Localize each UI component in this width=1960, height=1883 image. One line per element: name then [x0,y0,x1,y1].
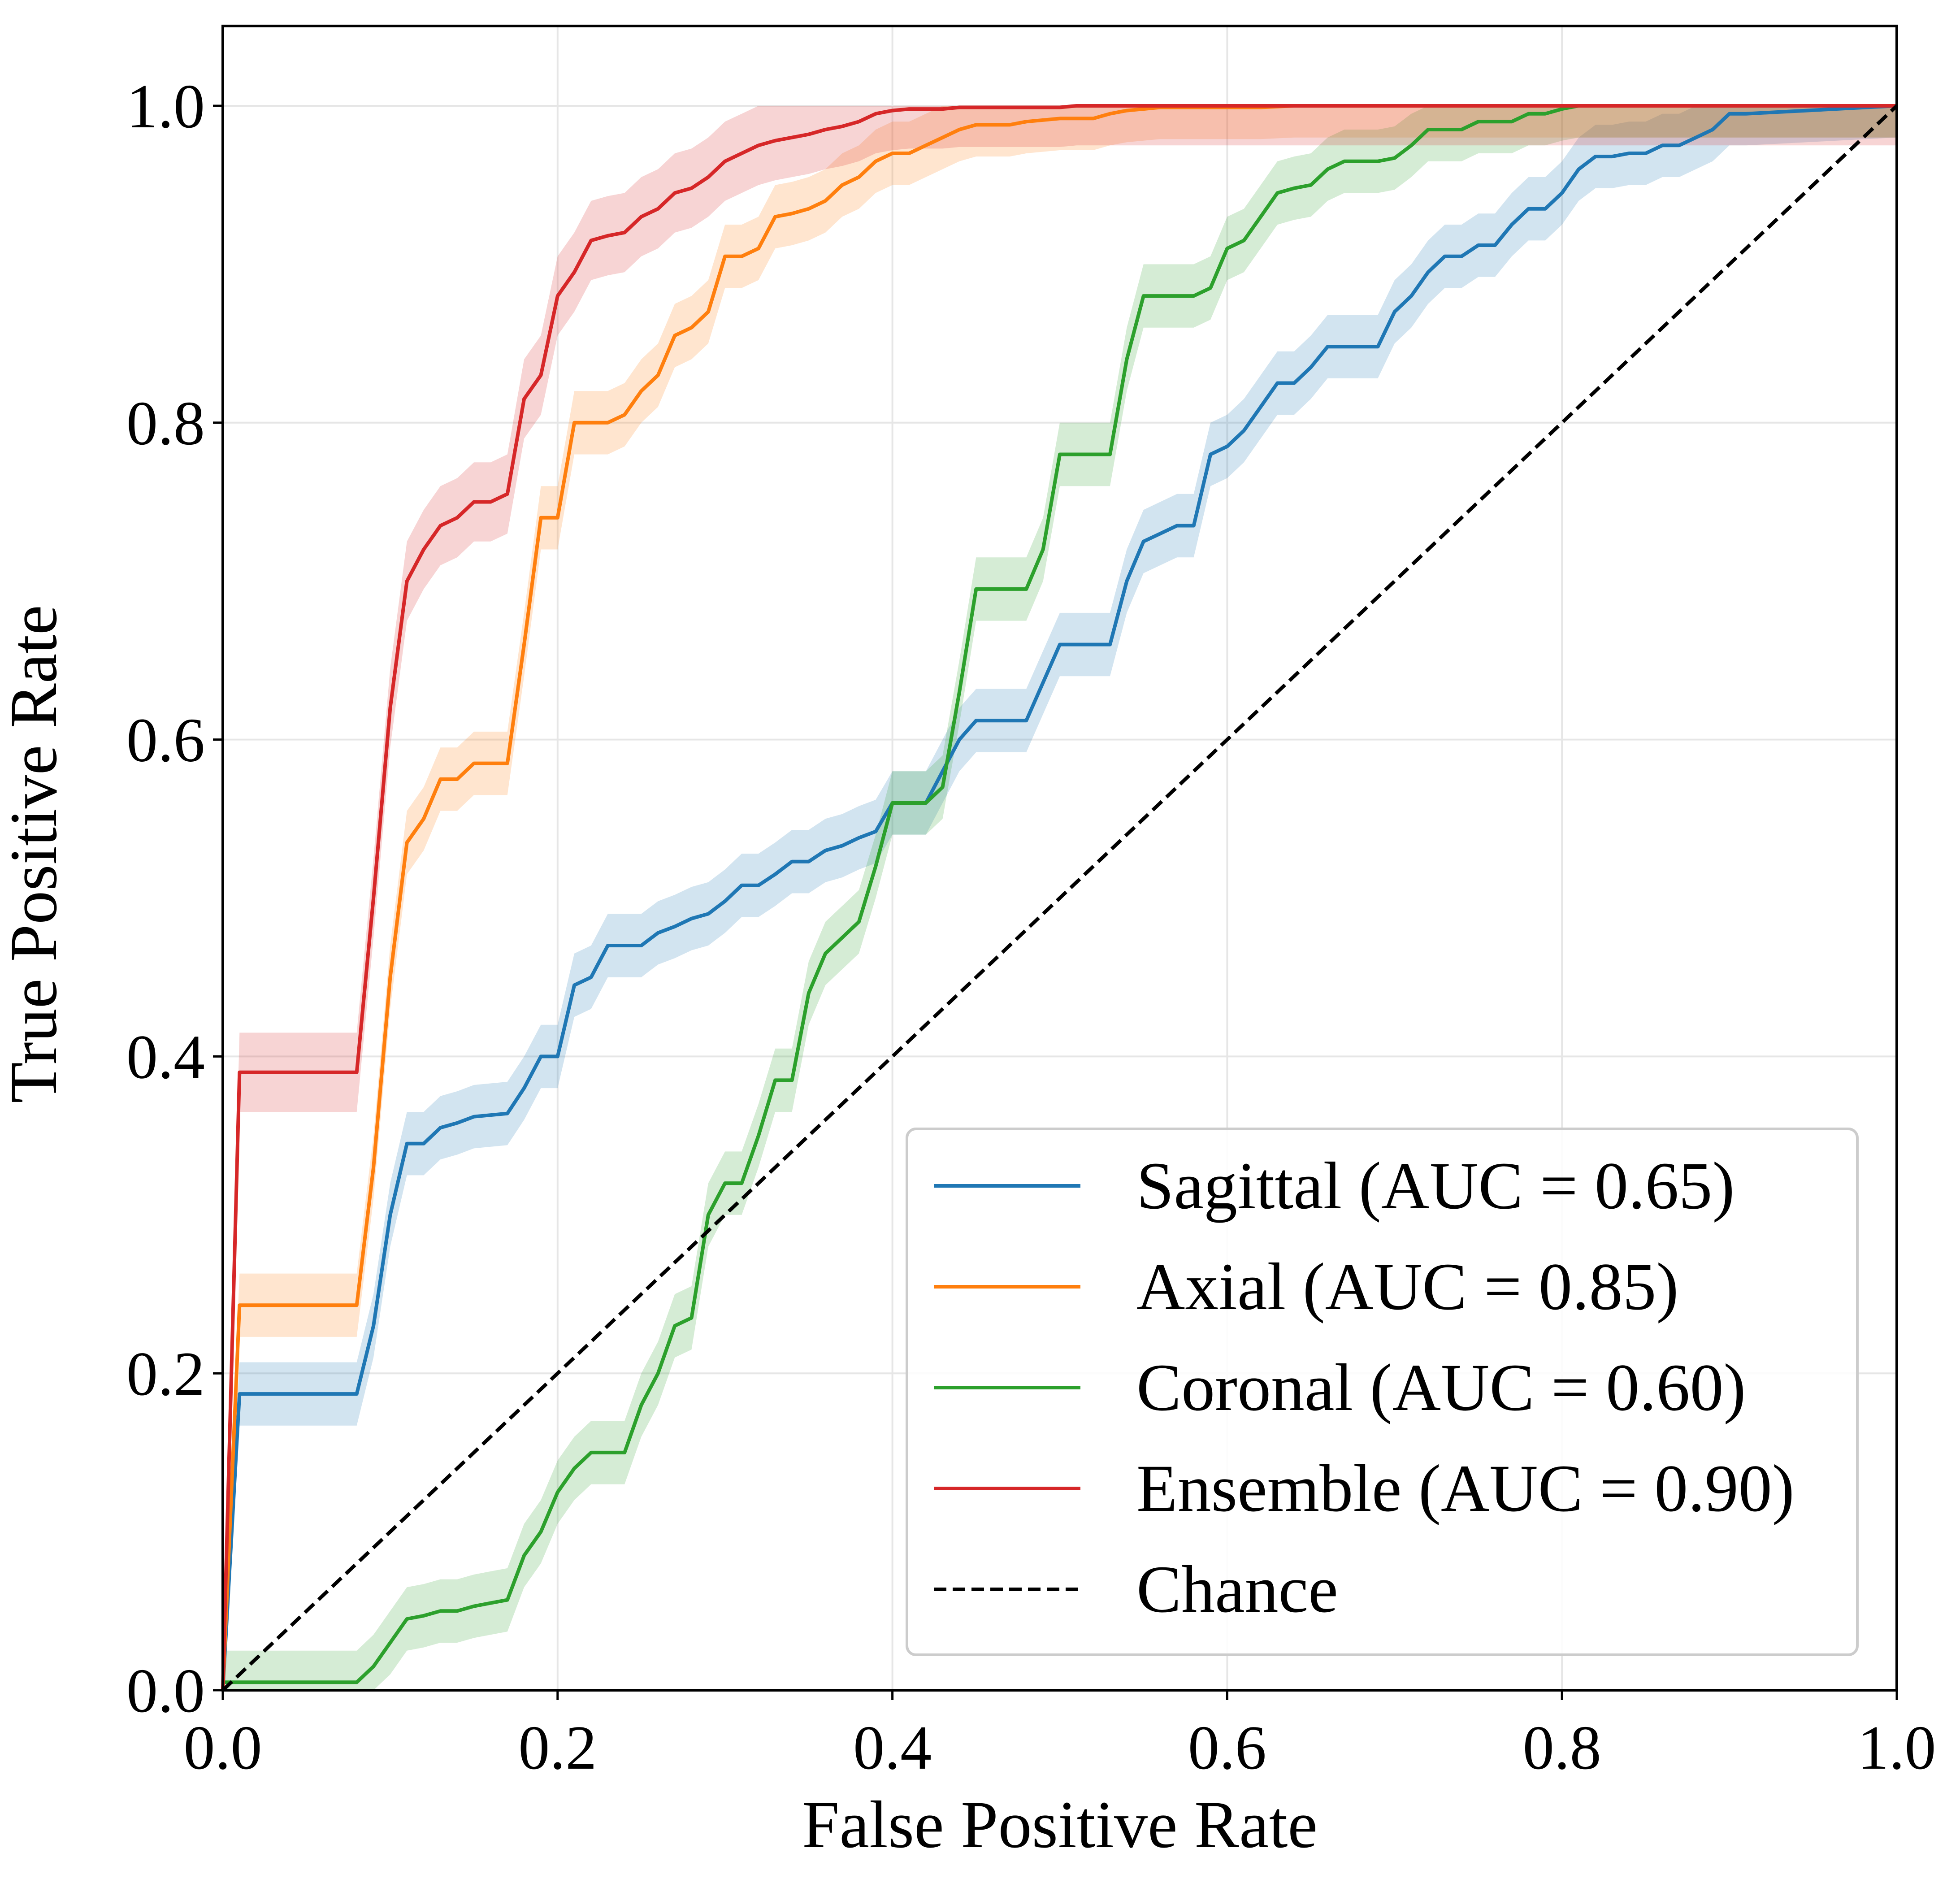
series-lines [221,104,1898,1692]
line-series-2 [223,104,1897,1684]
x-axis-label: False Positive Rate [802,1788,1318,1862]
x-tick-label: 0.0 [184,1713,262,1783]
legend-label-1: Axial (AUC = 0.85) [1136,1250,1678,1324]
line-series-1 [221,104,1897,1691]
line-series-0 [221,104,1897,1691]
y-tick-label: 0.0 [126,1656,205,1726]
legend-label-3: Ensemble (AUC = 0.90) [1136,1451,1795,1526]
line-series-3 [221,104,1897,1691]
x-tick-label: 0.8 [1523,1713,1601,1783]
grid-lines [222,26,1898,1691]
line-series-4 [221,104,1898,1692]
plot-frame [221,25,1898,1692]
y-tick-label: 0.4 [126,1022,205,1092]
x-tick-label: 0.6 [1188,1713,1266,1783]
x-tick-label: 0.2 [518,1713,597,1783]
y-axis-label: True Positive Rate [0,605,71,1103]
confidence-bands [223,106,1897,1690]
y-tick-label: 0.6 [126,706,205,775]
y-tick-label: 1.0 [126,72,205,141]
legend: Sagittal (AUC = 0.65) Axial (AUC = 0.85) C… [906,1128,1859,1656]
x-tick-label: 0.4 [853,1713,932,1783]
legend-label-2: Coronal (AUC = 0.60) [1136,1350,1746,1425]
y-tick-label: 0.2 [126,1339,205,1409]
axis-ticks: 0.0 0.2 0.4 0.6 0.8 1.0 0.0 0.2 0.4 0.6 0.8 1.0 [126,72,1936,1783]
x-tick-label: 1.0 [1858,1713,1936,1783]
legend-label-4: Chance [1136,1552,1338,1627]
legend-box [906,1128,1859,1656]
legend-label-0: Sagittal (AUC = 0.65) [1136,1149,1735,1223]
y-tick-label: 0.8 [126,389,205,458]
band-series-2 [223,106,1897,1690]
